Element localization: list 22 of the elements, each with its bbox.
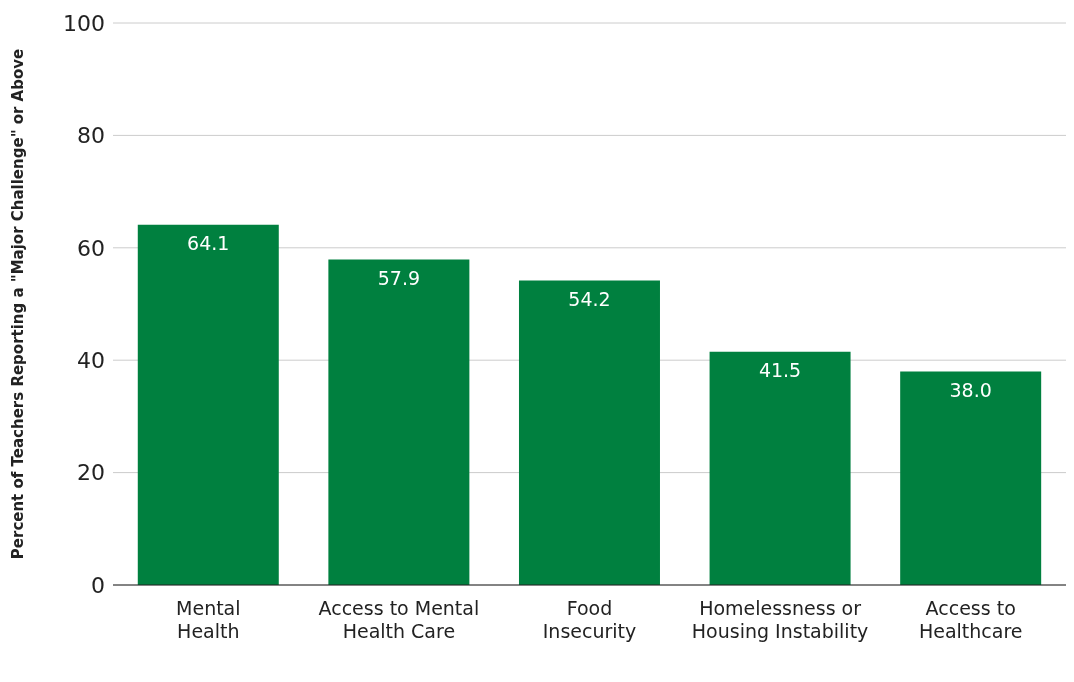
data-label: 41.5: [758, 359, 802, 382]
y-tick-label: 40: [77, 348, 105, 374]
x-tick-label: Access to Healthcare: [918, 597, 1023, 642]
bar: [137, 224, 279, 585]
y-tick-label: 20: [77, 460, 105, 486]
data-label: 64.1: [187, 232, 230, 255]
bar: [518, 280, 660, 585]
y-tick-label: 80: [77, 123, 105, 149]
y-tick-label: 100: [63, 10, 105, 36]
x-tick-label: Homelessness or Housing Instability: [691, 597, 869, 642]
y-axis-title: Percent of Teachers Reporting a "Major Challenge" or Above: [9, 48, 28, 560]
bar: [328, 259, 470, 585]
x-tick-label: Food Insecurity: [542, 597, 637, 642]
y-tick-label: 60: [77, 235, 105, 261]
bar: [900, 371, 1042, 585]
data-label: 38.0: [949, 378, 992, 401]
data-label: 54.2: [568, 287, 611, 310]
data-label: 57.9: [377, 267, 421, 290]
bar: [709, 351, 851, 585]
y-tick-label: 0: [91, 572, 105, 598]
x-tick-label: Access to Mental Health Care: [318, 597, 480, 642]
x-tick-label: Mental Health: [176, 597, 241, 642]
